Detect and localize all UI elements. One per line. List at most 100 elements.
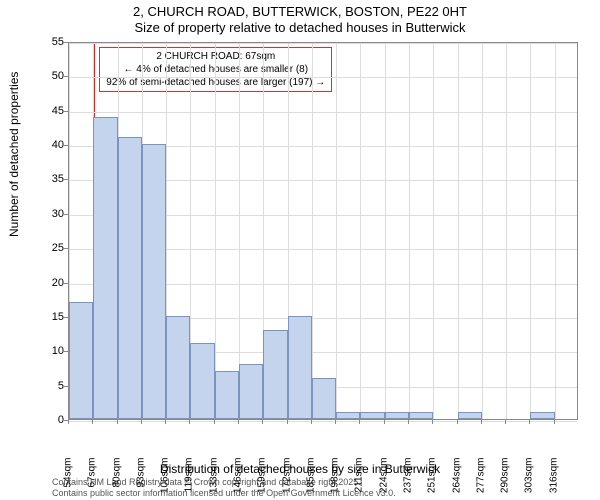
x-tick xyxy=(554,420,555,424)
x-tick-label: 159sqm xyxy=(257,458,268,498)
x-tick-label: 251sqm xyxy=(427,458,438,498)
citation: Contains HM Land Registry data © Crown c… xyxy=(52,477,396,498)
grid-line-v xyxy=(530,43,531,419)
grid-line-h xyxy=(69,112,577,113)
y-tick-label: 10 xyxy=(40,345,64,357)
x-tick xyxy=(529,420,530,424)
grid-line-v xyxy=(336,43,337,419)
x-tick xyxy=(165,420,166,424)
citation-line2: Contains public sector information licen… xyxy=(52,488,396,498)
grid-line-v xyxy=(506,43,507,419)
histogram-bar xyxy=(360,412,384,419)
y-tick-label: 15 xyxy=(40,311,64,323)
y-tick-label: 55 xyxy=(40,36,64,48)
y-axis-label: Number of detached properties xyxy=(7,72,21,237)
x-tick-label: 303sqm xyxy=(524,458,535,498)
y-tick-label: 35 xyxy=(40,173,64,185)
histogram-bar xyxy=(215,371,239,419)
annotation-line2: ← 4% of detached houses are smaller (8) xyxy=(106,63,325,76)
x-tick xyxy=(457,420,458,424)
y-tick-label: 45 xyxy=(40,105,64,117)
x-tick xyxy=(141,420,142,424)
y-tick-label: 50 xyxy=(40,70,64,82)
x-tick xyxy=(287,420,288,424)
histogram-bar xyxy=(93,117,117,419)
y-tick xyxy=(64,42,68,43)
x-tick xyxy=(432,420,433,424)
x-tick xyxy=(68,420,69,424)
x-tick-label: 290sqm xyxy=(500,458,511,498)
y-tick-label: 25 xyxy=(40,242,64,254)
grid-line-v xyxy=(433,43,434,419)
x-tick-label: 211sqm xyxy=(354,458,365,498)
x-tick-label: 316sqm xyxy=(548,458,559,498)
y-tick xyxy=(64,283,68,284)
x-tick xyxy=(505,420,506,424)
x-tick-label: 67sqm xyxy=(87,458,98,498)
histogram-bar xyxy=(288,316,312,419)
histogram-bar xyxy=(385,412,409,419)
y-tick-label: 20 xyxy=(40,277,64,289)
histogram-bar xyxy=(530,412,554,419)
grid-line-v xyxy=(312,43,313,419)
histogram-bar xyxy=(142,144,166,419)
x-tick xyxy=(262,420,263,424)
x-tick xyxy=(92,420,93,424)
y-tick-label: 40 xyxy=(40,139,64,151)
grid-line-v xyxy=(458,43,459,419)
x-tick-label: 237sqm xyxy=(403,458,414,498)
grid-line-v xyxy=(215,43,216,419)
histogram-bar xyxy=(69,302,93,419)
histogram-bar xyxy=(118,137,142,419)
x-tick-label: 133sqm xyxy=(208,458,219,498)
x-tick xyxy=(335,420,336,424)
y-tick xyxy=(64,351,68,352)
annotation-box: 2 CHURCH ROAD: 67sqm ← 4% of detached ho… xyxy=(99,47,332,92)
y-tick-label: 5 xyxy=(40,380,64,392)
y-tick-label: 30 xyxy=(40,208,64,220)
x-tick-label: 264sqm xyxy=(451,458,462,498)
x-tick-label: 277sqm xyxy=(475,458,486,498)
chart-title-sub: Size of property relative to detached ho… xyxy=(0,19,600,35)
y-tick-label: 0 xyxy=(40,414,64,426)
x-tick xyxy=(238,420,239,424)
x-tick-label: 172sqm xyxy=(281,458,292,498)
grid-line-h xyxy=(69,43,577,44)
y-tick xyxy=(64,179,68,180)
annotation-line1: 2 CHURCH ROAD: 67sqm xyxy=(106,50,325,63)
histogram-bar xyxy=(336,412,360,419)
x-tick-label: 185sqm xyxy=(305,458,316,498)
x-tick xyxy=(311,420,312,424)
x-tick xyxy=(359,420,360,424)
x-tick xyxy=(481,420,482,424)
chart-plot-area: 2 CHURCH ROAD: 67sqm ← 4% of detached ho… xyxy=(68,42,578,420)
x-tick-label: 119sqm xyxy=(184,458,195,498)
x-tick-label: 80sqm xyxy=(111,458,122,498)
y-tick xyxy=(64,111,68,112)
y-tick xyxy=(64,214,68,215)
x-tick xyxy=(384,420,385,424)
x-tick xyxy=(189,420,190,424)
x-tick xyxy=(214,420,215,424)
histogram-bar xyxy=(190,343,214,419)
grid-line-v xyxy=(409,43,410,419)
grid-line-v xyxy=(385,43,386,419)
x-tick-label: 224sqm xyxy=(378,458,389,498)
grid-line-v xyxy=(555,43,556,419)
histogram-bar xyxy=(409,412,433,419)
histogram-bar xyxy=(239,364,263,419)
histogram-bar xyxy=(458,412,482,419)
y-tick xyxy=(64,248,68,249)
grid-line-v xyxy=(360,43,361,419)
chart-title-main: 2, CHURCH ROAD, BUTTERWICK, BOSTON, PE22… xyxy=(0,0,600,19)
y-tick xyxy=(64,76,68,77)
chart-container: 2, CHURCH ROAD, BUTTERWICK, BOSTON, PE22… xyxy=(0,0,600,500)
histogram-bar xyxy=(263,330,287,419)
x-tick xyxy=(117,420,118,424)
grid-line-v xyxy=(239,43,240,419)
x-tick-label: 146sqm xyxy=(233,458,244,498)
grid-line-h xyxy=(69,77,577,78)
histogram-bar xyxy=(312,378,336,419)
histogram-bar xyxy=(166,316,190,419)
y-tick xyxy=(64,386,68,387)
